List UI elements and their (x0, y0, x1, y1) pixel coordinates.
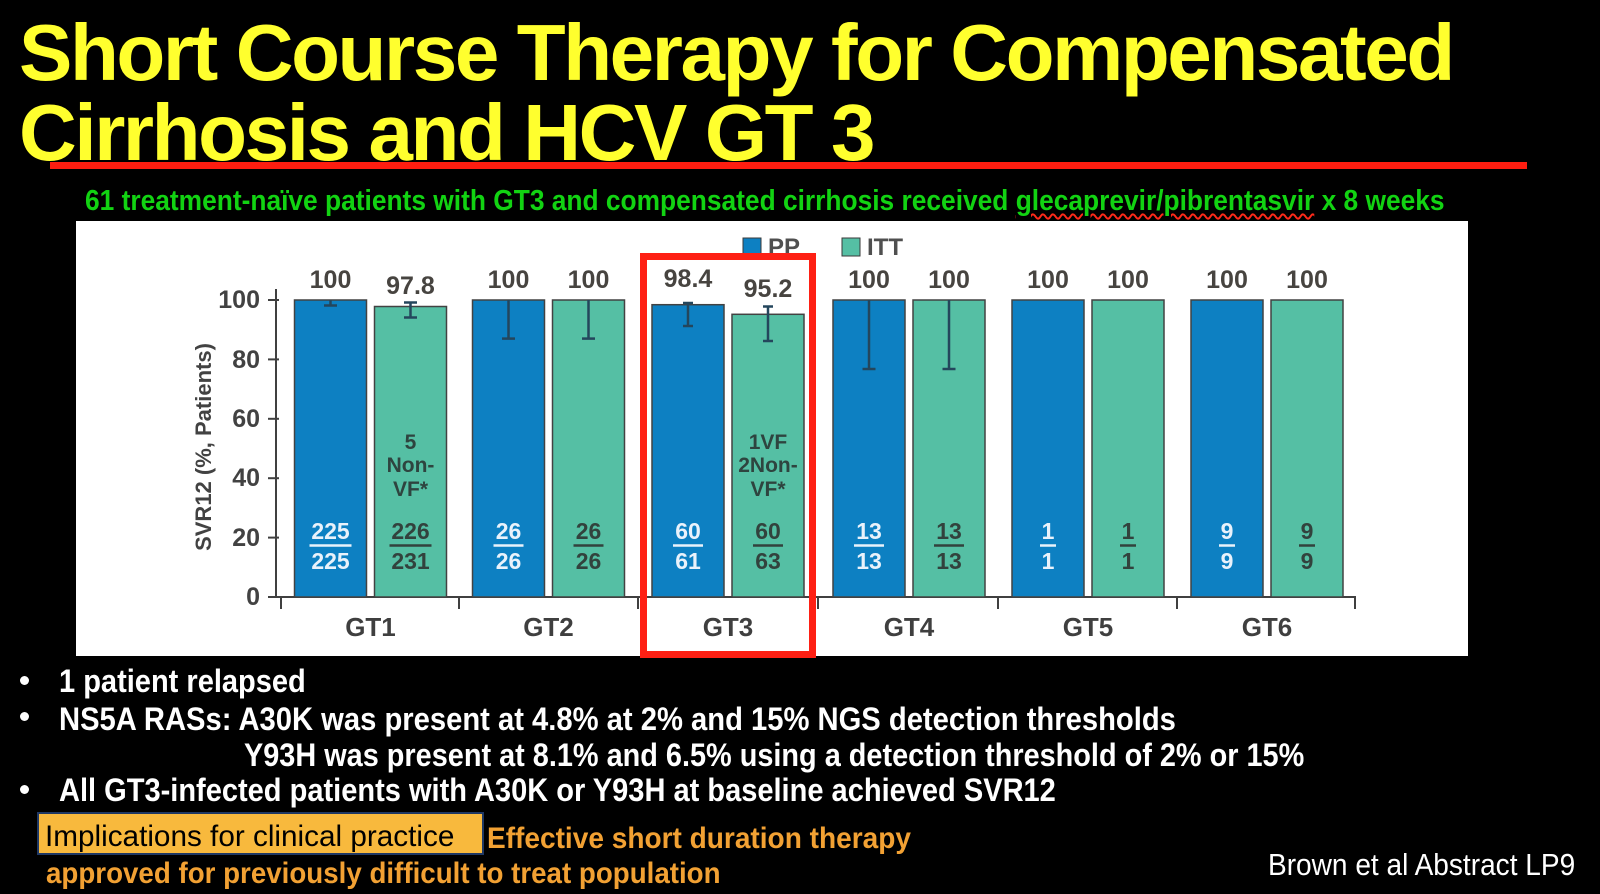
svg-text:98.4: 98.4 (664, 265, 713, 293)
svg-text:GT2: GT2 (523, 612, 574, 642)
svg-text:63: 63 (755, 548, 781, 574)
svg-text:GT1: GT1 (345, 612, 396, 642)
svg-text:1: 1 (1042, 518, 1055, 544)
svg-text:13: 13 (856, 548, 882, 574)
svg-text:13: 13 (936, 518, 962, 544)
svg-text:97.8: 97.8 (386, 272, 435, 300)
svg-text:100: 100 (928, 266, 970, 294)
svg-text:225: 225 (311, 518, 350, 544)
svg-text:26: 26 (496, 548, 522, 574)
svg-text:60: 60 (755, 518, 781, 544)
svg-text:225: 225 (311, 548, 350, 574)
svg-text:2Non-: 2Non- (738, 454, 798, 477)
svg-text:100: 100 (1286, 266, 1328, 294)
svg-text:26: 26 (496, 518, 522, 544)
svg-text:13: 13 (856, 518, 882, 544)
svg-text:9: 9 (1301, 548, 1314, 574)
svg-text:VF*: VF* (750, 478, 786, 501)
svg-text:95.2: 95.2 (744, 275, 793, 303)
svg-text:226: 226 (391, 518, 429, 544)
svg-text:GT3: GT3 (703, 612, 754, 642)
svg-text:20: 20 (232, 524, 260, 552)
svg-text:100: 100 (1107, 266, 1149, 294)
svg-text:61: 61 (675, 548, 701, 574)
svg-text:0: 0 (246, 583, 260, 611)
svg-text:1: 1 (1042, 548, 1055, 574)
svg-text:100: 100 (1206, 266, 1248, 294)
svg-text:GT6: GT6 (1242, 612, 1293, 642)
svg-text:26: 26 (576, 548, 602, 574)
svg-text:GT4: GT4 (884, 612, 935, 642)
svg-text:1VF: 1VF (749, 431, 788, 454)
svg-text:9: 9 (1301, 518, 1314, 544)
svg-text:ITT: ITT (867, 234, 903, 261)
svg-text:Non-: Non- (387, 454, 435, 477)
svg-text:VF*: VF* (393, 478, 429, 501)
svg-text:1: 1 (1122, 548, 1135, 574)
svg-text:SVR12 (%, Patients): SVR12 (%, Patients) (191, 343, 216, 551)
svg-text:100: 100 (848, 266, 890, 294)
svg-text:100: 100 (568, 266, 610, 294)
svg-text:13: 13 (936, 548, 962, 574)
svg-text:100: 100 (1027, 266, 1069, 294)
svg-text:40: 40 (232, 464, 260, 492)
svg-text:5: 5 (405, 431, 417, 454)
svg-text:60: 60 (675, 518, 701, 544)
svg-text:1: 1 (1122, 518, 1135, 544)
svg-text:9: 9 (1221, 518, 1234, 544)
svg-text:60: 60 (232, 405, 260, 433)
svg-text:26: 26 (576, 518, 602, 544)
svg-text:100: 100 (488, 266, 530, 294)
svg-text:231: 231 (391, 548, 430, 574)
svg-text:80: 80 (232, 346, 260, 374)
svg-text:GT5: GT5 (1063, 612, 1114, 642)
svg-text:9: 9 (1221, 548, 1234, 574)
svg-text:100: 100 (218, 286, 260, 314)
svg-text:100: 100 (310, 266, 352, 294)
